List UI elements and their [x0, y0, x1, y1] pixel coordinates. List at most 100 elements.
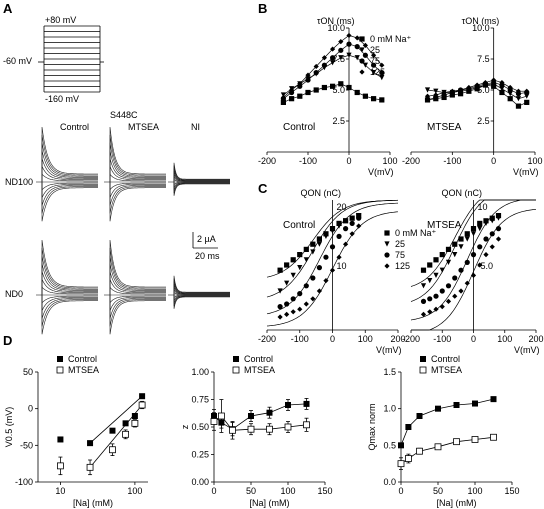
data-point-square	[507, 96, 513, 102]
current-trace	[109, 239, 166, 295]
current-trace	[41, 166, 98, 182]
data-point-triangle	[359, 47, 365, 53]
data-point-diamond	[290, 309, 296, 315]
data-point-triangle	[290, 272, 296, 278]
legend-label: 75	[395, 250, 405, 260]
data-point-circle	[323, 254, 329, 260]
data-point-square	[57, 356, 63, 362]
data-point-square	[139, 393, 146, 400]
data-point-circle	[346, 41, 352, 47]
y-axis-label: τON (ms)	[462, 16, 500, 26]
fit-curve	[410, 199, 536, 302]
x-tick-label: 100	[382, 156, 397, 166]
data-point-triangle	[379, 75, 385, 81]
data-point-triangle	[316, 241, 322, 247]
data-point-square	[305, 89, 311, 96]
x-tick-label: 100	[527, 156, 542, 166]
series-line	[213, 415, 307, 431]
data-point-circle	[316, 265, 322, 271]
data-point-square	[483, 218, 489, 224]
data-point-square	[524, 99, 530, 105]
data-point-diamond	[323, 278, 329, 284]
data-point-diamond	[441, 89, 447, 96]
data-point-square	[346, 84, 352, 91]
panel-label-a: A	[3, 1, 13, 16]
legend-label: 125	[395, 261, 410, 271]
chart-d-right: 0.0 0.5 1.0 1.5 0 50 100 150 [Na] (mM) Qmax norm C…	[367, 354, 520, 508]
y-axis-label: Qmax norm	[367, 403, 377, 450]
current-trace	[109, 126, 166, 182]
data-point-square	[338, 81, 344, 87]
legend-label: Control	[244, 354, 273, 364]
data-point-diamond	[362, 42, 368, 48]
data-point-diamond	[495, 236, 502, 242]
data-point-square	[297, 93, 303, 99]
x-tick-label: 150	[504, 486, 519, 496]
x-tick-label: 0	[211, 486, 216, 496]
data-point-triangle	[420, 283, 427, 289]
data-point-circle	[336, 233, 342, 239]
data-point-triangle	[477, 226, 483, 232]
data-point-square	[384, 230, 390, 236]
data-point-square	[303, 400, 310, 407]
legend-label: MTSEA	[431, 365, 462, 375]
data-point-circle	[362, 52, 368, 58]
current-trace	[173, 182, 230, 186]
data-point-square	[289, 96, 295, 102]
data-point-triangle	[458, 244, 464, 250]
y-tick-label: 10	[337, 261, 347, 271]
data-point-triangle	[424, 87, 431, 93]
data-point-square	[248, 413, 254, 419]
data-point-diamond	[466, 84, 472, 91]
trace-group-nd0-ni	[168, 275, 230, 309]
x-axis-label: V(mV)	[376, 345, 402, 355]
current-trace	[41, 295, 98, 311]
current-trace	[109, 142, 166, 182]
current-trace	[173, 173, 230, 182]
y-tick-label: 2.5	[332, 116, 345, 126]
data-point-square	[435, 405, 441, 412]
data-point-diamond	[297, 81, 303, 87]
data-point-diamond	[329, 267, 336, 273]
data-point-diamond	[338, 39, 344, 45]
current-trace	[109, 279, 166, 295]
data-point-circle	[384, 252, 390, 258]
fit-curve	[411, 208, 537, 331]
data-point-circle	[349, 220, 355, 226]
data-point-open-square	[471, 436, 479, 443]
data-point-diamond	[284, 311, 290, 317]
current-trace	[41, 279, 98, 295]
y-tick-label: 0.00	[191, 477, 209, 487]
data-point-triangle	[452, 252, 458, 258]
current-trace	[173, 283, 230, 295]
legend-label: 25	[370, 45, 380, 55]
data-point-open-square	[419, 366, 427, 374]
chart-c-right: -200 -100 0 100 200 10 -5.0 QON (nC) V(mV) MTSEA	[402, 188, 544, 355]
data-point-circle	[354, 44, 360, 50]
protocol-mid-label: -60 mV	[3, 56, 32, 66]
data-point-circle	[452, 275, 458, 281]
data-point-square	[266, 409, 273, 416]
data-point-triangle	[338, 55, 344, 61]
data-point-triangle	[464, 236, 470, 242]
data-point-triangle	[371, 70, 377, 76]
x-axis-label: V(mV)	[513, 167, 539, 177]
data-point-square	[285, 402, 291, 408]
data-point-diamond	[458, 87, 464, 93]
data-point-diamond	[439, 304, 445, 310]
data-point-square	[313, 87, 319, 93]
current-trace	[173, 278, 230, 295]
data-point-diamond	[330, 46, 336, 52]
y-axis-label: QON (nC)	[442, 188, 483, 198]
data-point-square	[499, 89, 505, 96]
data-point-square	[109, 427, 116, 434]
data-point-circle	[338, 47, 344, 53]
data-point-square	[354, 89, 360, 96]
current-trace	[109, 271, 166, 295]
data-point-diamond	[427, 309, 433, 315]
data-point-diamond	[316, 288, 322, 294]
data-point-circle	[313, 70, 319, 76]
voltage-protocol: +80 mV -60 mV -160 mV	[3, 15, 104, 104]
y-axis-label: QON (nC)	[301, 188, 342, 198]
